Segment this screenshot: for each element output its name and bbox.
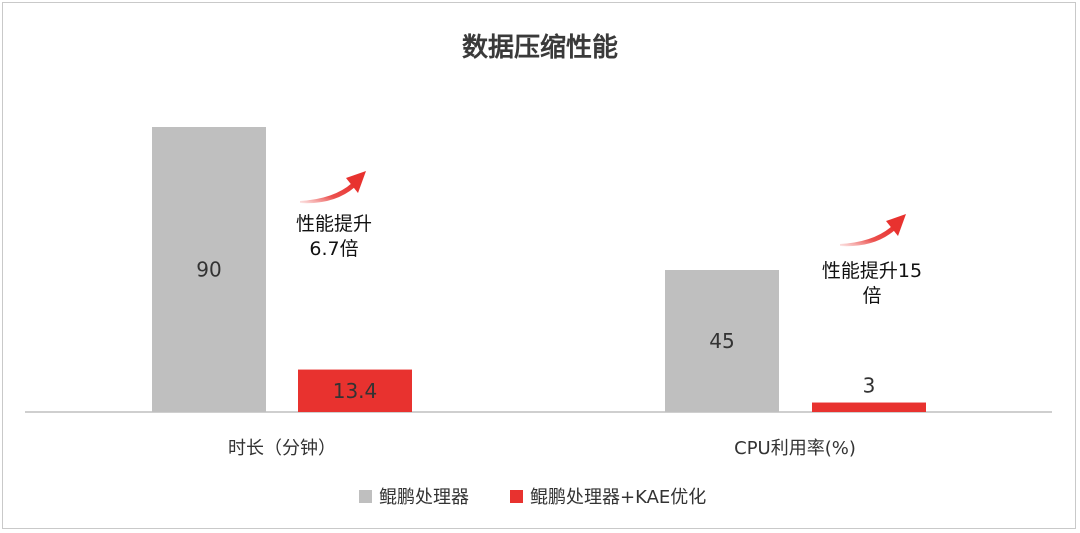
annotation-0-line-1: 6.7倍 — [309, 238, 358, 260]
legend-swatch-0 — [359, 490, 372, 503]
category-label-1: CPU利用率(%) — [734, 438, 856, 459]
annotation-1-line-0: 性能提升15 — [822, 260, 922, 282]
bar-0-1 — [298, 369, 412, 412]
legend-label-0: 鲲鹏处理器 — [379, 487, 469, 508]
data-label-1-0: 45 — [709, 329, 734, 353]
legend: 鲲鹏处理器 鲲鹏处理器+KAE优化 — [359, 487, 706, 508]
bar-0-0 — [152, 127, 266, 412]
data-label-0-0: 90 — [196, 258, 221, 282]
annotation-0-line-0: 性能提升 — [296, 213, 372, 235]
red-arrow-head-icon — [886, 214, 906, 236]
data-label-1-1: 3 — [863, 374, 876, 398]
legend-swatch-1 — [510, 490, 523, 503]
data-label-0-1: 13.4 — [333, 379, 378, 403]
annotation-1-line-1: 倍 — [862, 285, 881, 307]
legend-label-1: 鲲鹏处理器+KAE优化 — [530, 487, 706, 508]
bar-1-0 — [665, 270, 779, 412]
red-arrow-head-icon — [346, 171, 366, 193]
red-curved-arrow-icon — [300, 183, 355, 204]
category-label-0: 时长（分钟） — [228, 438, 336, 459]
bar-1-1 — [812, 402, 926, 412]
chart-title: 数据压缩性能 — [462, 32, 618, 63]
red-curved-arrow-icon — [840, 226, 895, 247]
